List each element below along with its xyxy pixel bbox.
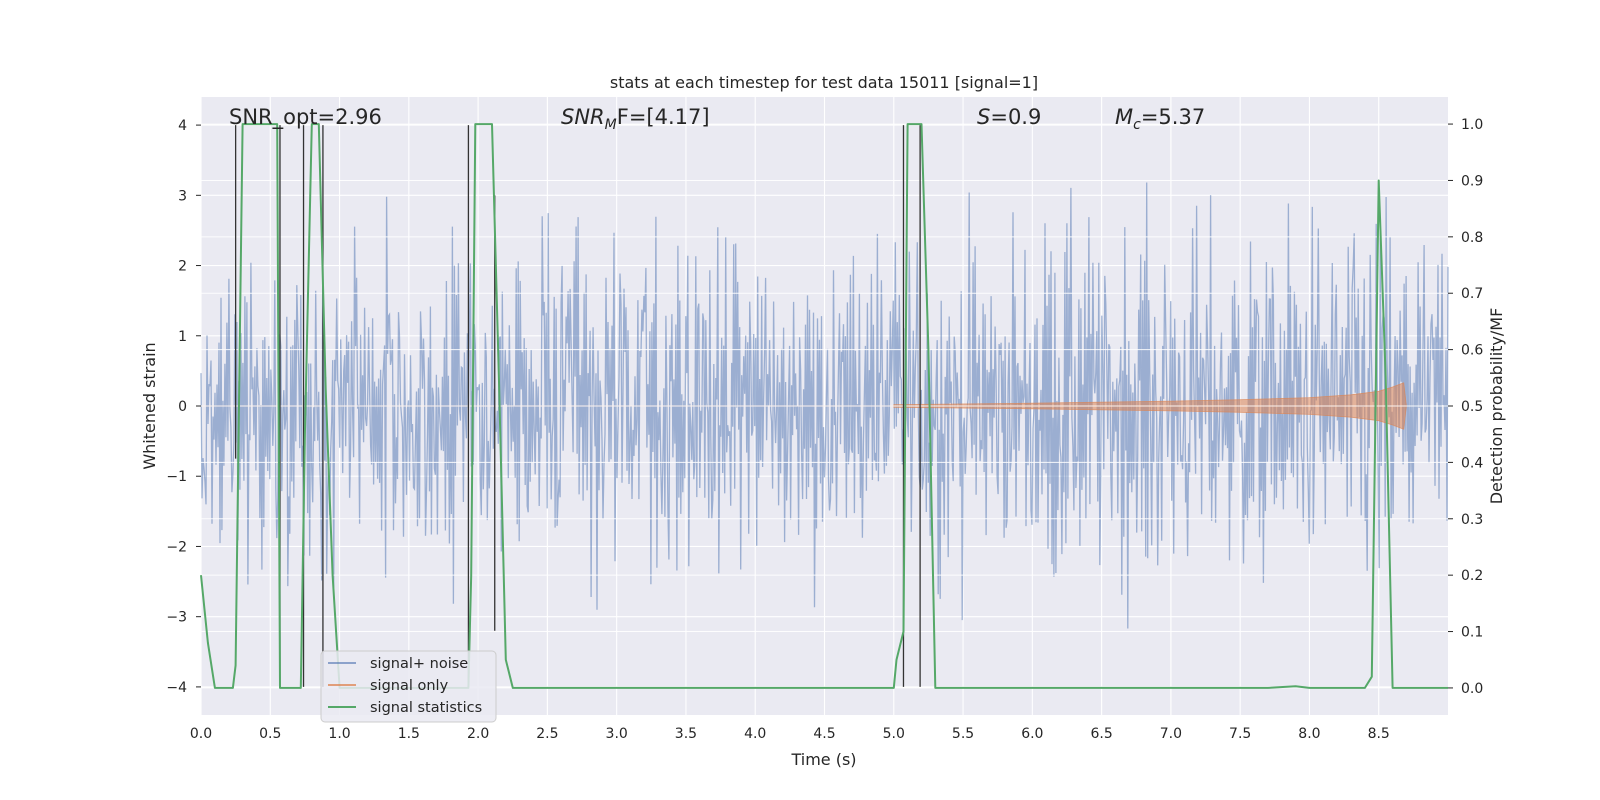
y-right-tick-label: 0.3	[1461, 512, 1483, 528]
x-tick-label: 2.5	[536, 726, 558, 742]
y-right-tick-label: 0.1	[1461, 625, 1483, 641]
y-right-tick-label: 0.5	[1461, 399, 1483, 415]
x-axis-ticks: 0.0 0.5 1.0 1.5 2.0 2.5 3.0 3.5 4.0 4.5 5.0 5.5 6.0 6…	[190, 726, 1390, 742]
y-right-tick-label: 0.2	[1461, 568, 1483, 584]
x-tick-label: 8.5	[1368, 726, 1390, 742]
snr-mf-symbol: SNR	[561, 105, 605, 129]
s-value: =0.9	[990, 105, 1041, 129]
y-axis-label: Whitened strain	[140, 342, 159, 469]
chart-title: stats at each timestep for test data 150…	[610, 73, 1038, 92]
y-tick-label: 2	[178, 259, 187, 275]
x-tick-label: 3.0	[606, 726, 628, 742]
y-tick-label: 4	[178, 118, 187, 134]
legend-label-signal-noise: signal+ noise	[370, 656, 468, 672]
signal-noise-line	[200, 182, 1449, 629]
y-axis-left-ticks: 4 3 2 1 0 −1 −2 −3 −4	[166, 118, 201, 696]
y-right-tick-label: 0.8	[1461, 230, 1483, 246]
annotation-mc: Mc=5.37	[1115, 105, 1205, 133]
x-tick-label: 6.0	[1021, 726, 1043, 742]
annotation-snr-opt: SNR_opt=2.96	[229, 105, 382, 130]
x-tick-label: 1.0	[328, 726, 350, 742]
y-tick-label: 0	[178, 399, 187, 415]
y-axis-right-ticks: 1.0 0.9 0.8 0.7 0.6 0.5 0.4 0.3 0.2 0.1 0.0	[1448, 117, 1483, 697]
y-right-tick-label: 0.0	[1461, 681, 1483, 697]
mc-subscript: c	[1133, 117, 1141, 133]
x-tick-label: 7.0	[1160, 726, 1182, 742]
series-signal-statistics	[200, 123, 1448, 689]
y-tick-label: −4	[166, 680, 187, 696]
y-tick-label: −2	[166, 539, 187, 555]
y-right-tick-label: 0.9	[1461, 173, 1483, 189]
y-axis-right-label: Detection probability/MF	[1487, 308, 1506, 505]
x-tick-label: 2.0	[467, 726, 489, 742]
x-tick-label: 0.5	[259, 726, 281, 742]
x-tick-label: 3.5	[675, 726, 697, 742]
series-signal-noise	[200, 182, 1449, 629]
y-right-tick-label: 0.7	[1461, 286, 1483, 302]
legend-box	[320, 650, 497, 723]
x-tick-label: 8.0	[1298, 726, 1320, 742]
x-tick-label: 5.0	[883, 726, 905, 742]
y-right-tick-label: 0.4	[1461, 455, 1483, 471]
snr-mf-value: F=[4.17]	[617, 105, 710, 129]
y-right-tick-label: 0.6	[1461, 343, 1483, 359]
signal-statistics-line	[200, 123, 1448, 689]
y-tick-label: 3	[178, 188, 187, 204]
annotation-s: S=0.9	[977, 105, 1041, 129]
x-tick-label: 6.5	[1090, 726, 1112, 742]
mc-value: =5.37	[1141, 105, 1205, 129]
x-axis-label: Time (s)	[790, 750, 856, 769]
legend-label-signal-only: signal only	[370, 678, 449, 694]
mc-symbol: M	[1115, 105, 1133, 129]
x-tick-label: 1.5	[398, 726, 420, 742]
x-tick-label: 0.0	[190, 726, 212, 742]
x-tick-label: 4.0	[744, 726, 766, 742]
x-tick-label: 7.5	[1229, 726, 1251, 742]
snr-mf-subscript: M	[605, 117, 617, 133]
legend-label-signal-statistics: signal statistics	[370, 700, 482, 716]
x-tick-label: 4.5	[813, 726, 835, 742]
y-right-tick-label: 1.0	[1461, 117, 1483, 133]
x-tick-label: 5.5	[952, 726, 974, 742]
s-symbol: S	[977, 105, 990, 129]
y-tick-label: 1	[178, 329, 187, 345]
y-tick-label: −3	[166, 610, 187, 626]
legend: signal+ noise signal only signal statist…	[320, 650, 497, 723]
annotation-snr-mf: SNRMF=[4.17]	[561, 105, 710, 133]
y-tick-label: −1	[166, 469, 187, 485]
